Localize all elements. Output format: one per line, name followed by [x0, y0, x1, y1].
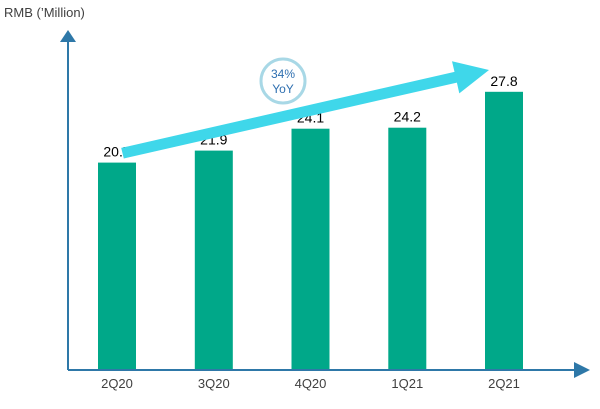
x-tick-label-3q20: 3Q20 [198, 376, 230, 391]
axes [60, 30, 590, 378]
value-label-2q21: 27.8 [490, 73, 517, 89]
yoy-badge-percent: 34% [271, 67, 295, 81]
bar-1q21 [388, 127, 427, 369]
x-tick-label-2q21: 2Q21 [488, 376, 520, 391]
bar-2q20 [98, 162, 136, 369]
bar-3q20 [194, 150, 233, 369]
x-tick-label-2q20: 2Q20 [101, 376, 133, 391]
x-axis-arrowhead [574, 362, 590, 378]
x-tick-label-4q20: 4Q20 [295, 376, 327, 391]
x-tick-labels-group: 2Q20 3Q20 4Q20 1Q21 2Q21 [101, 376, 520, 391]
bars-group [98, 91, 523, 370]
bar-2q21 [485, 91, 523, 370]
yoy-badge-label: YoY [272, 82, 294, 96]
value-label-1q21: 24.2 [394, 109, 421, 125]
y-axis-unit-label: RMB (’Million) [4, 5, 85, 20]
x-tick-label-1q21: 1Q21 [391, 376, 423, 391]
growth-trend-arrow [121, 61, 489, 159]
bar-4q20 [291, 128, 330, 369]
yoy-badge: 34% YoY [259, 57, 307, 105]
y-axis-arrowhead [60, 30, 76, 42]
yoy-badge-circle [259, 57, 307, 105]
